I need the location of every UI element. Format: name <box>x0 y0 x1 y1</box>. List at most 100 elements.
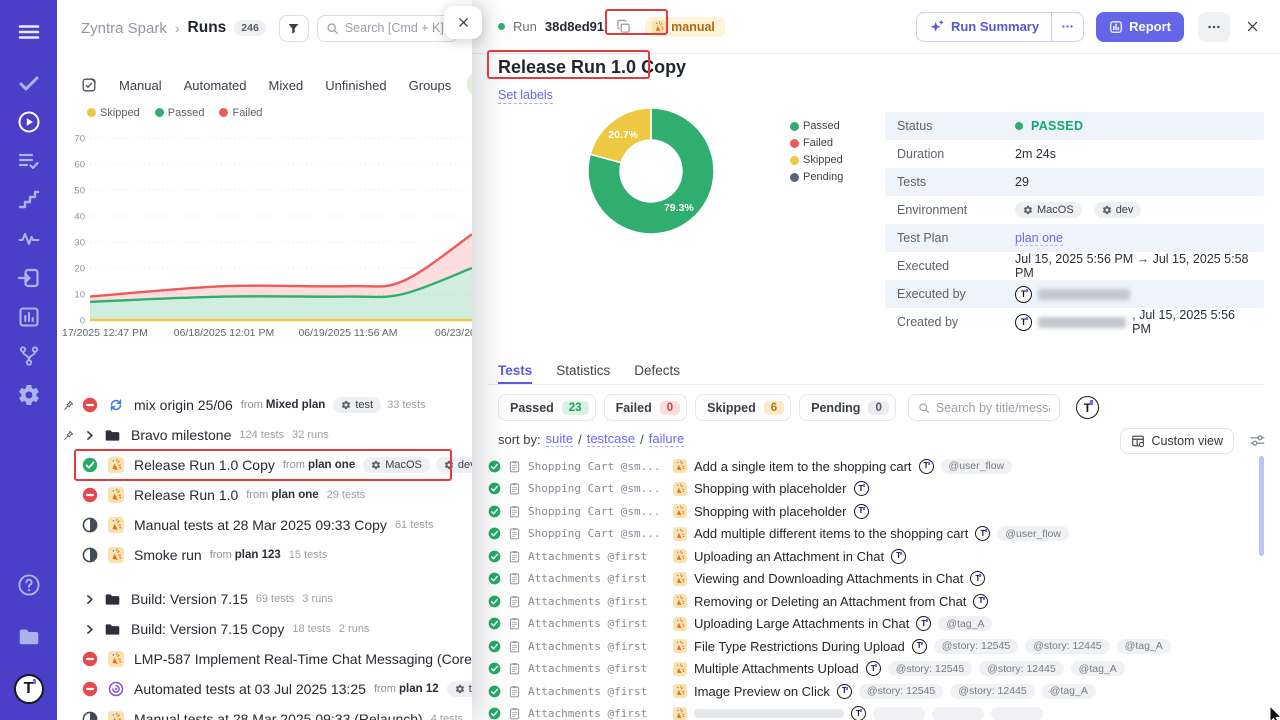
test-row[interactable]: Shopping Cart @sm... Shopping with placeh… <box>488 478 1276 501</box>
legend-item: Skipped <box>790 154 843 166</box>
test-row[interactable]: Attachments @first Uploading an Attachmen… <box>488 545 1276 568</box>
chevron-right-icon[interactable] <box>83 593 96 606</box>
user-avatar: T <box>975 526 991 542</box>
svg-text:40: 40 <box>74 212 85 223</box>
run-row[interactable]: Smoke run from plan 123 15 tests <box>57 540 472 570</box>
filter-passed[interactable]: Passed 23 <box>498 394 596 421</box>
run-id: 38d8ed91 <box>544 19 605 34</box>
filter-button[interactable] <box>278 14 309 42</box>
runs-tab-unfinished[interactable]: Unfinished <box>325 77 387 93</box>
drawer-search-input[interactable] <box>344 21 449 35</box>
help-icon[interactable] <box>17 573 41 597</box>
status-blocked-icon <box>82 681 98 697</box>
runs-tab-manual[interactable]: Manual <box>119 77 162 93</box>
run-group-row[interactable]: Build: Version 7.15 69 tests 3 runs <box>57 584 472 614</box>
chevron-right-icon[interactable] <box>83 623 96 636</box>
tag-chip: @story: 12445 <box>950 683 1035 699</box>
active-filter-chip[interactable]: tes <box>467 74 472 94</box>
runs-tab-mixed[interactable]: Mixed <box>268 77 304 93</box>
imports-icon[interactable] <box>17 266 41 290</box>
test-search-input[interactable] <box>935 400 1050 415</box>
filter-pending[interactable]: Pending 0 <box>799 394 896 421</box>
runs-play-icon[interactable] <box>17 110 41 134</box>
report-button[interactable]: Report <box>1096 11 1184 42</box>
close-run-button[interactable] <box>1238 20 1266 33</box>
tab-statistics[interactable]: Statistics <box>556 362 611 378</box>
test-plan-link[interactable]: plan one <box>1015 230 1063 246</box>
status-value: PASSED <box>1031 119 1084 133</box>
drawer-search[interactable] <box>316 14 458 42</box>
projects-folder-icon[interactable] <box>17 625 41 649</box>
settings-icon[interactable] <box>17 383 41 407</box>
donut-slice-skipped <box>589 107 652 164</box>
tab-defects[interactable]: Defects <box>634 362 681 378</box>
sliders-icon[interactable] <box>1249 432 1266 449</box>
test-title: Image Preview on Click <box>694 683 830 699</box>
milestones-icon[interactable] <box>17 188 41 212</box>
menu-icon[interactable] <box>17 20 41 44</box>
check-tasks-icon[interactable] <box>17 71 41 95</box>
run-row[interactable]: Release Run 1.0 from plan one 29 tests <box>57 480 472 510</box>
sparkles-icon <box>929 19 945 35</box>
user-avatar: T <box>918 458 934 474</box>
runs-tab-groups[interactable]: Groups <box>408 77 452 93</box>
run-row[interactable]: Manual tests at 28 Mar 2025 09:33 (Relau… <box>57 704 472 720</box>
run-group-row[interactable]: Bravo milestone 124 tests 32 runs <box>57 420 472 450</box>
custom-view-button[interactable]: Custom view <box>1120 428 1234 454</box>
test-title: Multiple Attachments Upload <box>694 661 859 677</box>
assignee-filter[interactable]: T <box>1075 396 1099 419</box>
filter-failed[interactable]: Failed 0 <box>603 394 688 421</box>
select-runs-icon[interactable] <box>81 77 97 93</box>
close-icon <box>457 16 470 29</box>
filter-skipped[interactable]: Skipped 6 <box>695 394 792 421</box>
test-row[interactable]: Attachments @first Uploading Large Attach… <box>488 613 1276 636</box>
status-passed-icon <box>82 457 98 473</box>
test-title: Uploading an Attachment in Chat <box>694 548 885 564</box>
run-summary-button[interactable]: Run Summary <box>915 11 1085 42</box>
legend-item: Failed <box>790 137 843 149</box>
runs-tab-automated[interactable]: Automated <box>183 77 247 93</box>
run-title: Release Run 1.0 Copy <box>134 457 275 473</box>
run-group-row[interactable]: Build: Version 7.15 Copy 18 tests 2 runs <box>57 614 472 644</box>
run-row[interactable]: Release Run 1.0 Copy from plan one MacOS de… <box>57 450 472 480</box>
scrollbar-thumb[interactable] <box>1259 456 1264 556</box>
test-row[interactable]: Attachments @first T <box>488 703 1276 720</box>
sort-failure-link[interactable]: failure <box>648 431 685 447</box>
run-row[interactable]: LMP-587 Implement Real-Time Chat Messagi… <box>57 644 472 674</box>
user-avatar: T <box>1015 313 1032 331</box>
test-row[interactable]: Attachments @first Removing or Deleting a… <box>488 590 1276 613</box>
drawer-close-button[interactable] <box>444 6 482 39</box>
test-cases-icon[interactable] <box>17 149 41 173</box>
status-passed-icon <box>488 640 501 653</box>
user-avatar: T <box>970 571 986 587</box>
chevron-right-icon[interactable] <box>83 429 96 442</box>
run-row[interactable]: Manual tests at 28 Mar 2025 09:33 Copy 61… <box>57 510 472 540</box>
run-list: mix origin 25/06 from Mixed plan test 33 te… <box>57 390 472 720</box>
test-row[interactable]: Attachments @first Viewing and Downloadin… <box>488 568 1276 591</box>
test-row[interactable]: Shopping Cart @sm... Shopping with placeh… <box>488 500 1276 523</box>
run-meta: 61 tests <box>394 519 434 531</box>
run-row[interactable]: mix origin 25/06 from Mixed plan test 33 te… <box>57 390 472 420</box>
set-labels-link[interactable]: Set labels <box>498 88 553 104</box>
run-row[interactable]: Automated tests at 03 Jul 2025 13:25 from… <box>57 674 472 704</box>
tab-tests[interactable]: Tests <box>498 356 532 384</box>
more-actions-button[interactable] <box>1198 11 1230 42</box>
test-row[interactable]: Shopping Cart @sm... Add a single item to… <box>488 455 1276 478</box>
test-row[interactable]: Attachments @first Image Preview on Click… <box>488 680 1276 703</box>
confetti-icon <box>673 481 687 496</box>
test-row[interactable]: Attachments @first File Type Restrictions… <box>488 635 1276 658</box>
test-search[interactable] <box>907 394 1060 421</box>
sort-testcase-link[interactable]: testcase <box>586 431 636 447</box>
test-suite: Shopping Cart @sm... <box>528 459 661 473</box>
copy-icon[interactable] <box>616 19 631 34</box>
user-avatar-icon[interactable]: T <box>13 673 44 704</box>
test-row[interactable]: Shopping Cart @sm... Add multiple differe… <box>488 523 1276 546</box>
run-title: mix origin 25/06 <box>134 397 233 413</box>
integrations-icon[interactable] <box>17 344 41 368</box>
run-summary-more-button[interactable] <box>1051 12 1083 41</box>
reports-icon[interactable] <box>17 305 41 329</box>
sort-suite-link[interactable]: suite <box>545 431 574 447</box>
activity-icon[interactable] <box>17 227 41 251</box>
test-row[interactable]: Attachments @first Multiple Attachments U… <box>488 658 1276 681</box>
breadcrumb-project[interactable]: Zyntra Spark <box>81 19 167 37</box>
